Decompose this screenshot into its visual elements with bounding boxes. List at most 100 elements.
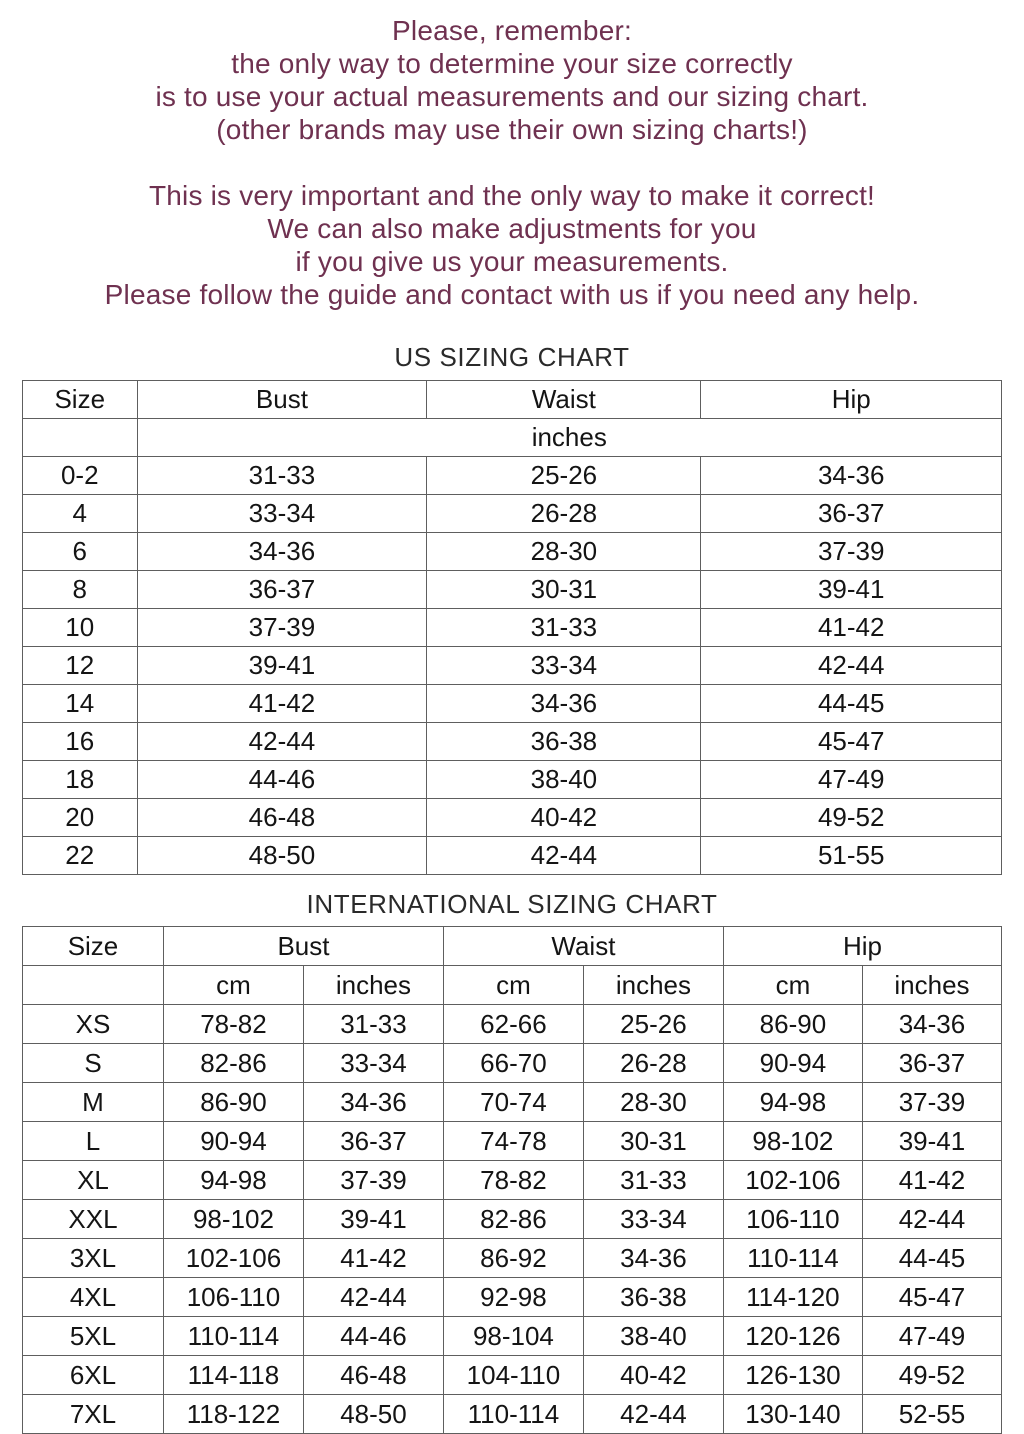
measurement-cell: 36-37	[861, 1043, 1003, 1083]
intro-line: (other brands may use their own sizing c…	[216, 114, 808, 145]
measurement-cell: 36-37	[700, 494, 1002, 533]
table-row: M 86-90 34-36 70-74 28-30 94-98 37-39	[22, 1082, 1003, 1122]
measurement-cell: 37-39	[861, 1082, 1003, 1122]
measurement-cell: 31-33	[426, 608, 702, 647]
measurement-cell: 37-39	[700, 532, 1002, 571]
measurement-cell: 42-44	[136, 722, 428, 761]
table-row: 16 42-44 36-38 45-47	[22, 722, 1002, 761]
measurement-cell: 47-49	[700, 760, 1002, 799]
intro-line: is to use your actual measurements and o…	[155, 81, 869, 112]
size-cell: 8	[22, 570, 138, 609]
measurement-cell: 42-44	[582, 1394, 724, 1434]
measurement-cell: 42-44	[302, 1277, 444, 1317]
size-cell: 3XL	[22, 1238, 164, 1278]
measurement-cell: 106-110	[162, 1277, 304, 1317]
table-row: XL 94-98 37-39 78-82 31-33 102-106 41-42	[22, 1160, 1003, 1200]
table-row: 3XL 102-106 41-42 86-92 34-36 110-114 44-45	[22, 1238, 1003, 1278]
size-cell: 4	[22, 494, 138, 533]
measurement-cell: 42-44	[700, 646, 1002, 685]
measurement-cell: 98-104	[442, 1316, 584, 1356]
table-row: S 82-86 33-34 66-70 26-28 90-94 36-37	[22, 1043, 1003, 1083]
measurement-cell: 39-41	[136, 646, 428, 685]
measurement-cell: 36-37	[302, 1121, 444, 1161]
measurement-cell: 110-114	[442, 1394, 584, 1434]
measurement-cell: 34-36	[700, 456, 1002, 495]
bust-cm-header: cm	[162, 965, 304, 1005]
measurement-cell: 114-118	[162, 1355, 304, 1395]
measurement-cell: 42-44	[861, 1199, 1003, 1239]
size-cell: M	[22, 1082, 164, 1122]
size-cell: 12	[22, 646, 138, 685]
measurement-cell: 28-30	[426, 532, 702, 571]
measurement-cell: 25-26	[582, 1004, 724, 1044]
size-cell: XXL	[22, 1199, 164, 1239]
size-cell: 0-2	[22, 456, 138, 495]
measurement-cell: 78-82	[162, 1004, 304, 1044]
size-cell: XL	[22, 1160, 164, 1200]
measurement-cell: 118-122	[162, 1394, 304, 1434]
measurement-cell: 92-98	[442, 1277, 584, 1317]
intro-line: Please, remember:	[392, 15, 632, 46]
measurement-cell: 102-106	[162, 1238, 304, 1278]
intl-chart-title: INTERNATIONAL SIZING CHART	[306, 889, 718, 919]
measurement-cell: 34-36	[582, 1238, 724, 1278]
measurement-cell: 31-33	[302, 1004, 444, 1044]
table-row: 4XL 106-110 42-44 92-98 36-38 114-120 45-47	[22, 1277, 1003, 1317]
table-row: XXL 98-102 39-41 82-86 33-34 106-110 42-44	[22, 1199, 1003, 1239]
size-cell: 22	[22, 836, 138, 875]
measurement-cell: 37-39	[136, 608, 428, 647]
size-cell: XS	[22, 1004, 164, 1044]
hip-cm-header: cm	[722, 965, 863, 1005]
measurement-cell: 33-34	[426, 646, 702, 685]
table-row: 5XL 110-114 44-46 98-104 38-40 120-126 47-49	[22, 1316, 1003, 1356]
measurement-cell: 66-70	[442, 1043, 584, 1083]
measurement-cell: 34-36	[426, 684, 702, 723]
measurement-cell: 38-40	[582, 1316, 724, 1356]
measurement-cell: 46-48	[302, 1355, 444, 1395]
size-cell: 6XL	[22, 1355, 164, 1395]
size-cell: 4XL	[22, 1277, 164, 1317]
intl-col-header-size: Size	[22, 926, 164, 966]
measurement-cell: 36-38	[426, 722, 702, 761]
measurement-cell: 49-52	[700, 798, 1002, 837]
table-row: 6XL 114-118 46-48 104-110 40-42 126-130 49-52	[22, 1355, 1003, 1395]
measurement-cell: 26-28	[426, 494, 702, 533]
measurement-cell: 82-86	[162, 1043, 304, 1083]
measurement-cell: 62-66	[442, 1004, 584, 1044]
measurement-cell: 41-42	[136, 684, 428, 723]
measurement-cell: 39-41	[861, 1121, 1003, 1161]
us-col-header-hip: Hip	[700, 380, 1002, 419]
intro-line: We can also make adjustments for you	[267, 213, 757, 244]
measurement-cell: 106-110	[722, 1199, 863, 1239]
us-col-header-waist: Waist	[426, 380, 702, 419]
measurement-cell: 126-130	[722, 1355, 863, 1395]
measurement-cell: 31-33	[582, 1160, 724, 1200]
measurement-cell: 41-42	[861, 1160, 1003, 1200]
measurement-cell: 114-120	[722, 1277, 863, 1317]
measurement-cell: 44-45	[861, 1238, 1003, 1278]
empty-cell	[22, 418, 138, 457]
measurement-cell: 102-106	[722, 1160, 863, 1200]
measurement-cell: 40-42	[582, 1355, 724, 1395]
measurement-cell: 33-34	[582, 1199, 724, 1239]
intro-paragraph-2: This is very important and the only way …	[22, 179, 1002, 311]
measurement-cell: 70-74	[442, 1082, 584, 1122]
measurement-cell: 37-39	[302, 1160, 444, 1200]
table-row: 14 41-42 34-36 44-45	[22, 684, 1002, 723]
size-cell: S	[22, 1043, 164, 1083]
us-chart-title: US SIZING CHART	[394, 342, 630, 372]
bust-inches-header: inches	[302, 965, 444, 1005]
waist-inches-header: inches	[582, 965, 724, 1005]
measurement-cell: 90-94	[162, 1121, 304, 1161]
size-cell: 10	[22, 608, 138, 647]
measurement-cell: 30-31	[426, 570, 702, 609]
measurement-cell: 74-78	[442, 1121, 584, 1161]
measurement-cell: 86-92	[442, 1238, 584, 1278]
intl-col-header-waist: Waist	[442, 926, 724, 966]
measurement-cell: 38-40	[426, 760, 702, 799]
measurement-cell: 104-110	[442, 1355, 584, 1395]
hip-inches-header: inches	[861, 965, 1003, 1005]
table-row: 12 39-41 33-34 42-44	[22, 646, 1002, 685]
measurement-cell: 45-47	[861, 1277, 1003, 1317]
